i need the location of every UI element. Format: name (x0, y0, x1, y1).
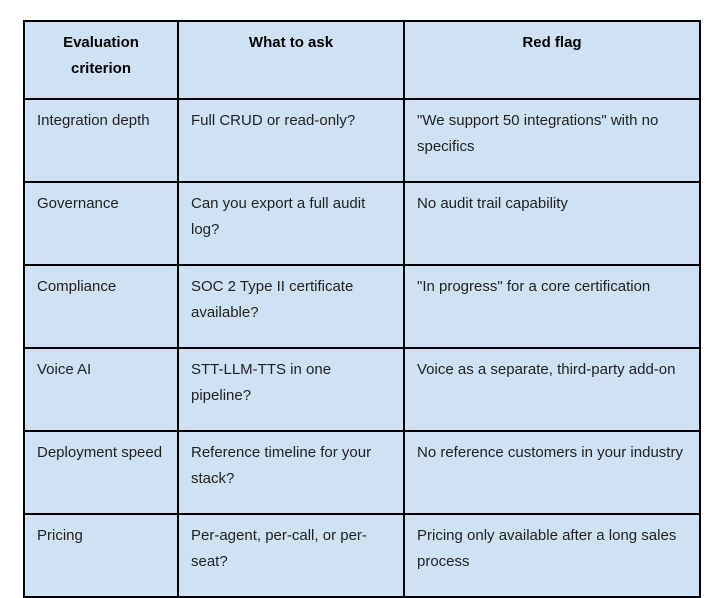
cell-red-flag: No reference customers in your industry (403, 430, 701, 515)
cell-what-to-ask: STT-LLM-TTS in one pipeline? (177, 347, 405, 432)
cell-red-flag: No audit trail capability (403, 181, 701, 266)
cell-criterion: Deployment speed (23, 430, 179, 515)
table-header: Evaluation criterion What to ask Red fla… (23, 20, 701, 100)
cell-what-to-ask: SOC 2 Type II certificate available? (177, 264, 405, 349)
header-cell-what-to-ask: What to ask (177, 20, 405, 100)
cell-red-flag: Voice as a separate, third-party add-on (403, 347, 701, 432)
table-row: Compliance SOC 2 Type II certificate ava… (23, 264, 701, 349)
cell-red-flag: "In progress" for a core certification (403, 264, 701, 349)
table-row: Pricing Per-agent, per-call, or per-seat… (23, 513, 701, 598)
cell-what-to-ask: Reference timeline for your stack? (177, 430, 405, 515)
cell-red-flag: "We support 50 integrations" with no spe… (403, 98, 701, 183)
table-row: Integration depth Full CRUD or read-only… (23, 98, 701, 183)
cell-red-flag: Pricing only available after a long sale… (403, 513, 701, 598)
cell-criterion: Integration depth (23, 98, 179, 183)
cell-criterion: Compliance (23, 264, 179, 349)
cell-criterion: Pricing (23, 513, 179, 598)
table-row: Governance Can you export a full audit l… (23, 181, 701, 266)
table-row: Deployment speed Reference timeline for … (23, 430, 701, 515)
table-row: Voice AI STT-LLM-TTS in one pipeline? Vo… (23, 347, 701, 432)
table-body: Integration depth Full CRUD or read-only… (23, 98, 701, 598)
evaluation-criteria-table: Evaluation criterion What to ask Red fla… (23, 20, 701, 598)
header-row: Evaluation criterion What to ask Red fla… (23, 20, 701, 100)
cell-criterion: Governance (23, 181, 179, 266)
cell-what-to-ask: Can you export a full audit log? (177, 181, 405, 266)
header-cell-red-flag: Red flag (403, 20, 701, 100)
cell-what-to-ask: Full CRUD or read-only? (177, 98, 405, 183)
cell-what-to-ask: Per-agent, per-call, or per-seat? (177, 513, 405, 598)
cell-criterion: Voice AI (23, 347, 179, 432)
header-cell-criterion: Evaluation criterion (23, 20, 179, 100)
document-page: Evaluation criterion What to ask Red fla… (23, 20, 701, 598)
